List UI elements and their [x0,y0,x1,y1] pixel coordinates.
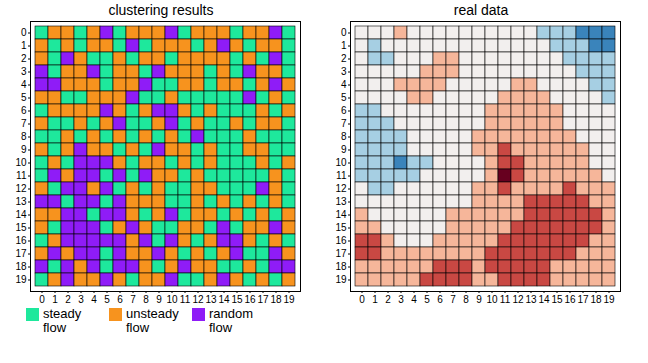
html-text:random flow: random flow [209,306,254,335]
svg-text:3: 3 [78,294,84,305]
html-text:clustering results: clustering results [108,2,214,18]
svg-text:8: 8 [143,294,149,305]
svg-text:6: 6 [437,294,443,305]
svg-text:7: 7 [130,294,136,305]
svg-text:13: 13 [205,294,217,305]
svg-text:12: 12 [192,294,204,305]
svg-text:5: 5 [104,294,110,305]
html-text:real data: real data [453,2,509,18]
svg-text:16: 16 [335,235,347,246]
svg-text:10: 10 [486,294,498,305]
svg-text:14: 14 [15,209,27,220]
svg-text:7: 7 [450,294,456,305]
svg-text:14: 14 [218,294,230,305]
svg-text:13: 13 [335,196,347,207]
svg-text:17: 17 [577,294,589,305]
svg-text:3: 3 [398,294,404,305]
svg-text:14: 14 [335,209,347,220]
svg-text:16: 16 [244,294,256,305]
svg-text:9: 9 [21,144,27,155]
svg-text:18: 18 [590,294,602,305]
svg-text:16: 16 [15,235,27,246]
svg-text:17: 17 [335,248,347,259]
svg-text:11: 11 [180,294,191,305]
svg-text:17: 17 [15,248,27,259]
svg-text:16: 16 [564,294,576,305]
svg-text:19: 19 [603,294,615,305]
svg-text:7: 7 [341,118,347,129]
svg-text:15: 15 [551,294,563,305]
svg-text:0: 0 [21,27,27,38]
svg-text:2: 2 [341,53,347,64]
svg-text:4: 4 [341,79,347,90]
svg-text:9: 9 [341,144,347,155]
svg-text:8: 8 [21,131,27,142]
svg-text:10: 10 [335,157,347,168]
svg-text:3: 3 [341,66,347,77]
svg-text:18: 18 [15,261,27,272]
svg-text:12: 12 [335,183,347,194]
svg-text:6: 6 [117,294,123,305]
svg-text:15: 15 [335,222,347,233]
svg-text:19: 19 [15,274,27,285]
svg-text:0: 0 [341,27,347,38]
svg-text:1: 1 [21,40,27,51]
svg-text:19: 19 [335,274,347,285]
svg-text:2: 2 [385,294,391,305]
svg-text:5: 5 [424,294,430,305]
svg-text:7: 7 [21,118,27,129]
svg-text:0: 0 [39,294,45,305]
svg-text:10: 10 [15,157,27,168]
svg-text:5: 5 [21,92,27,103]
svg-text:4: 4 [411,294,417,305]
svg-text:3: 3 [21,66,27,77]
html-text:unsteady flow: unsteady flow [126,306,179,335]
svg-text:1: 1 [52,294,58,305]
svg-text:15: 15 [231,294,243,305]
svg-text:6: 6 [341,105,347,116]
svg-text:14: 14 [538,294,550,305]
svg-text:13: 13 [15,196,27,207]
svg-text:8: 8 [341,131,347,142]
svg-text:12: 12 [512,294,524,305]
svg-text:6: 6 [21,105,27,116]
svg-text:19: 19 [283,294,295,305]
svg-text:9: 9 [476,294,482,305]
svg-text:4: 4 [91,294,97,305]
svg-text:11: 11 [16,170,27,181]
svg-text:15: 15 [15,222,27,233]
svg-text:12: 12 [15,183,27,194]
svg-text:2: 2 [21,53,27,64]
svg-text:18: 18 [335,261,347,272]
svg-text:9: 9 [156,294,162,305]
svg-text:18: 18 [270,294,282,305]
svg-text:8: 8 [463,294,469,305]
svg-text:4: 4 [21,79,27,90]
svg-text:1: 1 [372,294,378,305]
svg-text:0: 0 [359,294,365,305]
svg-text:11: 11 [500,294,511,305]
svg-text:13: 13 [525,294,537,305]
svg-text:1: 1 [341,40,347,51]
svg-text:5: 5 [341,92,347,103]
svg-text:10: 10 [166,294,178,305]
svg-text:2: 2 [65,294,71,305]
svg-text:11: 11 [336,170,347,181]
svg-text:17: 17 [257,294,269,305]
html-text:steady flow: steady flow [43,306,82,335]
